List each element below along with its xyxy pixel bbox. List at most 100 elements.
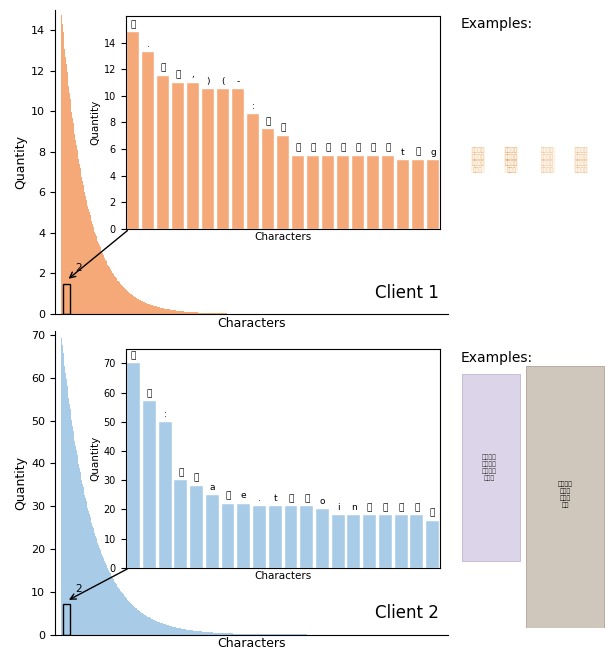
- Text: 注册消防
工程师专
章审批用
记录编报: 注册消防 工程师专 章审批用 记录编报: [575, 148, 587, 173]
- Bar: [143, 614, 144, 635]
- Bar: [211, 633, 212, 635]
- Bar: [137, 299, 138, 314]
- Bar: [143, 302, 144, 314]
- Bar: [101, 251, 102, 314]
- Bar: [151, 305, 152, 314]
- Bar: [182, 311, 184, 314]
- Bar: [156, 621, 157, 635]
- Bar: [141, 301, 142, 314]
- Bar: [140, 301, 141, 314]
- Bar: [202, 631, 203, 635]
- Bar: [149, 305, 151, 314]
- Bar: [244, 634, 245, 635]
- Bar: [129, 293, 130, 314]
- Bar: [92, 224, 93, 314]
- Bar: [122, 286, 123, 314]
- Bar: [63, 359, 65, 635]
- Bar: [158, 307, 159, 314]
- Bar: [171, 627, 172, 635]
- Bar: [145, 303, 146, 314]
- Bar: [164, 309, 165, 314]
- Bar: [62, 345, 63, 635]
- Bar: [89, 514, 90, 635]
- Bar: [140, 612, 141, 635]
- Bar: [124, 289, 125, 314]
- Bar: [193, 631, 194, 635]
- Bar: [62, 24, 63, 314]
- Bar: [175, 311, 176, 314]
- Bar: [238, 634, 239, 635]
- Bar: [182, 629, 184, 635]
- Text: Examples:: Examples:: [461, 17, 533, 31]
- Bar: [247, 634, 248, 635]
- Bar: [134, 607, 135, 635]
- Bar: [194, 313, 195, 314]
- Bar: [70, 409, 71, 635]
- Bar: [204, 313, 205, 314]
- Bar: [202, 313, 203, 314]
- Bar: [105, 563, 106, 635]
- Bar: [232, 633, 233, 635]
- Bar: [120, 591, 121, 635]
- Text: 增值税专
用发票
税务局
监制: 增值税专 用发票 税务局 监制: [558, 481, 573, 508]
- Text: 质量验收
检验批量
施工单位
编报记录: 质量验收 检验批量 施工单位 编报记录: [541, 148, 554, 173]
- Text: Client 2: Client 2: [375, 605, 439, 623]
- Bar: [74, 134, 75, 314]
- Bar: [116, 279, 117, 314]
- Bar: [88, 209, 89, 314]
- Bar: [141, 613, 142, 635]
- Bar: [229, 633, 230, 635]
- Bar: [188, 630, 190, 635]
- Bar: [90, 520, 92, 635]
- Bar: [204, 632, 205, 635]
- Bar: [95, 536, 96, 635]
- Bar: [65, 57, 66, 314]
- Bar: [138, 299, 139, 314]
- Bar: [82, 181, 83, 314]
- Bar: [137, 610, 138, 635]
- Bar: [160, 623, 161, 635]
- Bar: [131, 295, 132, 314]
- Text: 江苏公路
工程检验
批质量验
收记录: 江苏公路 工程检验 批质量验 收记录: [482, 454, 497, 481]
- Bar: [66, 71, 68, 314]
- Bar: [154, 620, 155, 635]
- Bar: [108, 266, 109, 314]
- Bar: [160, 308, 161, 314]
- Text: 工程检验
报告编制
及审批规
定施工: 工程检验 报告编制 及审批规 定施工: [472, 148, 484, 173]
- Bar: [151, 619, 152, 635]
- Bar: [139, 611, 140, 635]
- Bar: [200, 313, 201, 314]
- Bar: [146, 616, 148, 635]
- Bar: [93, 229, 95, 314]
- Bar: [136, 298, 137, 314]
- Bar: [242, 634, 243, 635]
- Bar: [93, 531, 95, 635]
- Bar: [122, 593, 123, 635]
- Bar: [214, 313, 215, 314]
- Bar: [178, 628, 179, 635]
- Bar: [196, 313, 197, 314]
- Bar: [171, 310, 172, 314]
- Bar: [135, 297, 136, 314]
- Bar: [97, 540, 98, 635]
- Bar: [86, 502, 87, 635]
- Bar: [68, 86, 69, 314]
- Bar: [218, 633, 220, 635]
- Bar: [79, 468, 80, 635]
- Bar: [166, 309, 167, 314]
- Bar: [84, 192, 85, 314]
- Bar: [114, 582, 115, 635]
- Bar: [119, 589, 120, 635]
- Text: 华东地区
检测中心
安全检验
专用章: 华东地区 检测中心 安全检验 专用章: [505, 148, 518, 173]
- Bar: [104, 562, 105, 635]
- Bar: [157, 622, 158, 635]
- Bar: [75, 140, 76, 314]
- Bar: [96, 236, 97, 314]
- Bar: [235, 633, 236, 635]
- Bar: [239, 634, 240, 635]
- Bar: [211, 313, 212, 314]
- Bar: [223, 633, 224, 635]
- Bar: [162, 308, 163, 314]
- Bar: [152, 305, 154, 314]
- Bar: [110, 270, 111, 314]
